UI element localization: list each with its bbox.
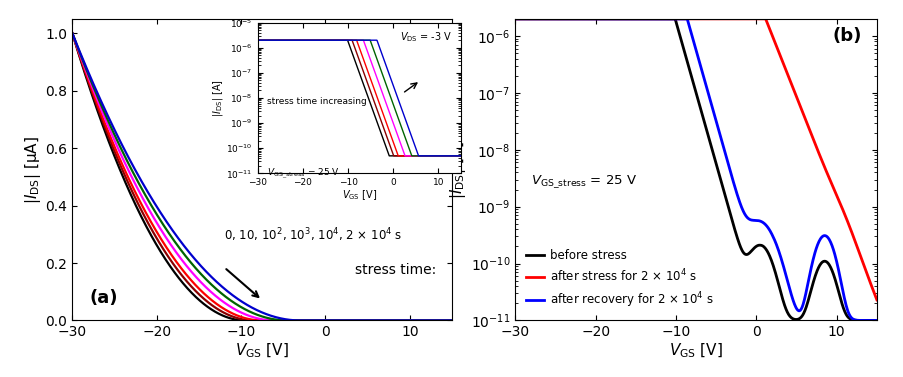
after stress for 2 × 10$^4$ s [509, 17, 520, 21]
before stress [820, 260, 831, 264]
Text: stress time increasing: stress time increasing [266, 97, 366, 106]
X-axis label: $V_{\mathrm{GS}}$ [V]: $V_{\mathrm{GS}}$ [V] [668, 342, 722, 360]
Text: 0, 10, 10$^2$, 10$^3$, 10$^4$, 2 × 10$^4$ s: 0, 10, 10$^2$, 10$^3$, 10$^4$, 2 × 10$^4… [223, 227, 402, 244]
Text: stress time:: stress time: [355, 263, 436, 277]
after recovery for 2 × 10$^4$ s [870, 318, 881, 323]
after stress for 2 × 10$^4$ s [820, 170, 831, 174]
Line: after recovery for 2 × 10$^4$ s: after recovery for 2 × 10$^4$ s [515, 19, 876, 320]
Y-axis label: $|I_{\mathrm{DS}}|$ [A]: $|I_{\mathrm{DS}}|$ [A] [210, 79, 225, 117]
Text: (a): (a) [89, 289, 117, 307]
Text: (b): (b) [832, 28, 861, 46]
after stress for 2 × 10$^4$ s [783, 77, 794, 81]
after recovery for 2 × 10$^4$ s [740, 213, 750, 218]
after recovery for 2 × 10$^4$ s [783, 286, 794, 291]
Legend: before stress, after stress for 2 × 10$^4$ s, after recovery for 2 × 10$^4$ s: before stress, after stress for 2 × 10$^… [521, 244, 717, 314]
after stress for 2 × 10$^4$ s [740, 17, 750, 21]
Text: $V_{\mathrm{DS}}$ = -3 V: $V_{\mathrm{DS}}$ = -3 V [399, 30, 452, 44]
Y-axis label: $|I_{\mathrm{DS}}|$ [μA]: $|I_{\mathrm{DS}}|$ [μA] [23, 136, 42, 204]
Line: before stress: before stress [515, 19, 876, 320]
after stress for 2 × 10$^4$ s [532, 17, 543, 21]
X-axis label: $V_{\mathrm{GS}}$ [V]: $V_{\mathrm{GS}}$ [V] [235, 342, 289, 360]
before stress [719, 194, 730, 198]
before stress [783, 314, 794, 318]
after stress for 2 × 10$^4$ s [719, 17, 730, 21]
Text: $V_{\mathrm{GS\_stress}}$ = 25 V: $V_{\mathrm{GS\_stress}}$ = 25 V [266, 167, 340, 181]
before stress [740, 252, 750, 257]
after recovery for 2 × 10$^4$ s [509, 17, 520, 21]
X-axis label: $V_{\mathrm{GS}}$ [V]: $V_{\mathrm{GS}}$ [V] [341, 188, 377, 202]
before stress [729, 227, 740, 232]
after recovery for 2 × 10$^4$ s [820, 234, 831, 239]
after recovery for 2 × 10$^4$ s [729, 184, 740, 189]
after recovery for 2 × 10$^4$ s [532, 17, 543, 21]
after recovery for 2 × 10$^4$ s [719, 151, 730, 156]
before stress [532, 17, 543, 21]
Text: $V_{\mathrm{GS\_stress}}$ = 25 V: $V_{\mathrm{GS\_stress}}$ = 25 V [531, 173, 637, 190]
after stress for 2 × 10$^4$ s [870, 297, 881, 302]
before stress [509, 17, 520, 21]
after stress for 2 × 10$^4$ s [729, 17, 740, 21]
Line: after stress for 2 × 10$^4$ s: after stress for 2 × 10$^4$ s [515, 19, 876, 300]
Y-axis label: $|I_{\mathrm{DS}}|$ [A]: $|I_{\mathrm{DS}}|$ [A] [448, 141, 468, 199]
before stress [870, 318, 881, 323]
